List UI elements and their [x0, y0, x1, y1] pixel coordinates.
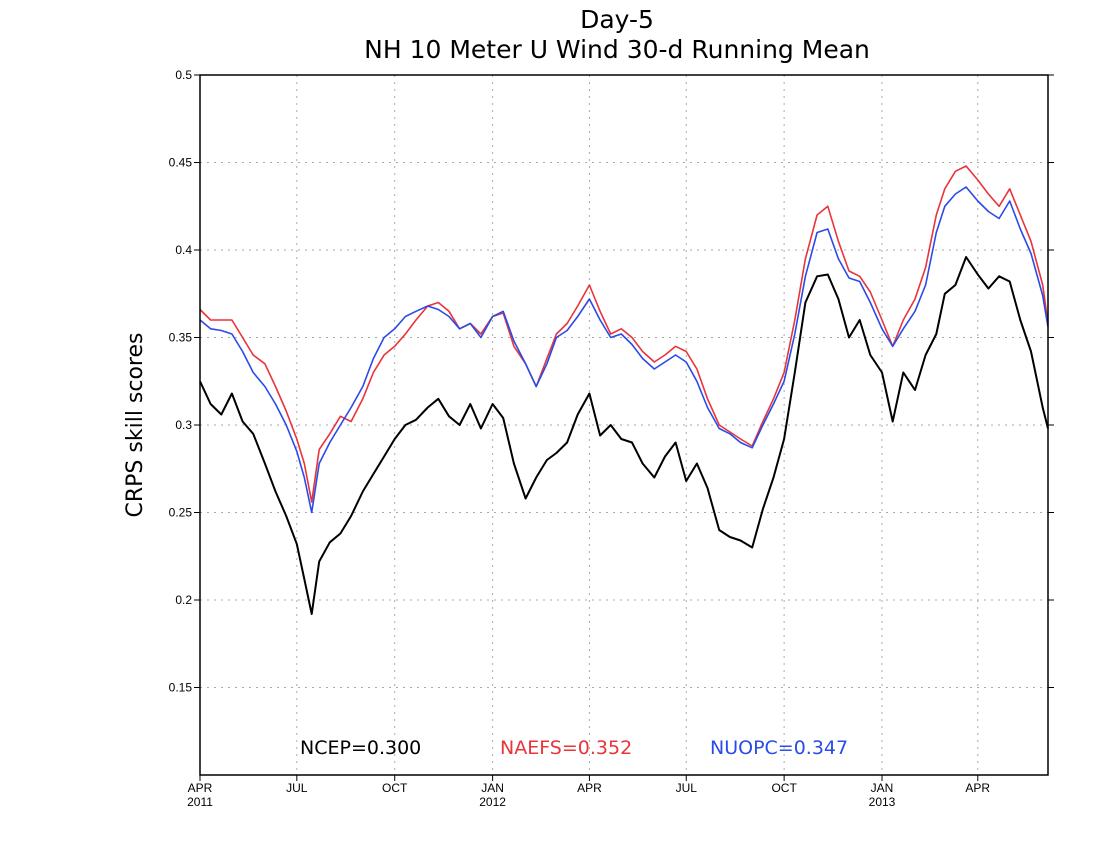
- x-tick-label: JAN: [871, 781, 894, 795]
- y-tick-label: 0.35: [169, 331, 193, 345]
- chart-subtitle: NH 10 Meter U Wind 30-d Running Mean: [364, 35, 870, 64]
- series-line-ncep: [199, 256, 1049, 615]
- y-tick-label: 0.45: [169, 156, 193, 170]
- x-tick-label: OCT: [771, 781, 797, 795]
- series-group: [199, 165, 1049, 615]
- chart-title: Day-5: [580, 5, 654, 34]
- legend: NCEP=0.300 NAEFS=0.352 NUOPC=0.347: [300, 737, 848, 759]
- x-tick-label: JAN: [481, 781, 504, 795]
- stat-label-ncep: NCEP=0.300: [300, 737, 421, 759]
- y-axis-label: CRPS skill scores: [123, 333, 148, 518]
- stat-label-nuopc: NUOPC=0.347: [710, 737, 848, 759]
- y-tick-label: 0.3: [175, 418, 192, 432]
- series-line-nuopc: [199, 186, 1049, 514]
- y-tick-label: 0.2: [175, 593, 192, 607]
- x-tick-label: JUL: [676, 781, 698, 795]
- series-line-naefs: [199, 165, 1049, 503]
- x-tick-year: 2012: [479, 795, 506, 809]
- x-tick-label: APR: [577, 781, 602, 795]
- x-tick-label: APR: [965, 781, 990, 795]
- y-tick-label: 0.25: [169, 506, 193, 520]
- x-tick-year: 2013: [869, 795, 896, 809]
- x-tick-label: APR: [188, 781, 213, 795]
- x-tick-label: JUL: [286, 781, 308, 795]
- stat-label-naefs: NAEFS=0.352: [500, 737, 632, 759]
- y-axis: 0.15 0.2 0.25 0.3 0.35 0.4 0.45 0.5: [169, 68, 1054, 695]
- y-tick-label: 0.15: [169, 681, 193, 695]
- y-tick-label: 0.4: [175, 243, 192, 257]
- x-tick-year: 2011: [187, 795, 213, 809]
- x-tick-label: OCT: [382, 781, 408, 795]
- grid-lines: [200, 75, 1048, 775]
- y-tick-label: 0.5: [175, 68, 192, 82]
